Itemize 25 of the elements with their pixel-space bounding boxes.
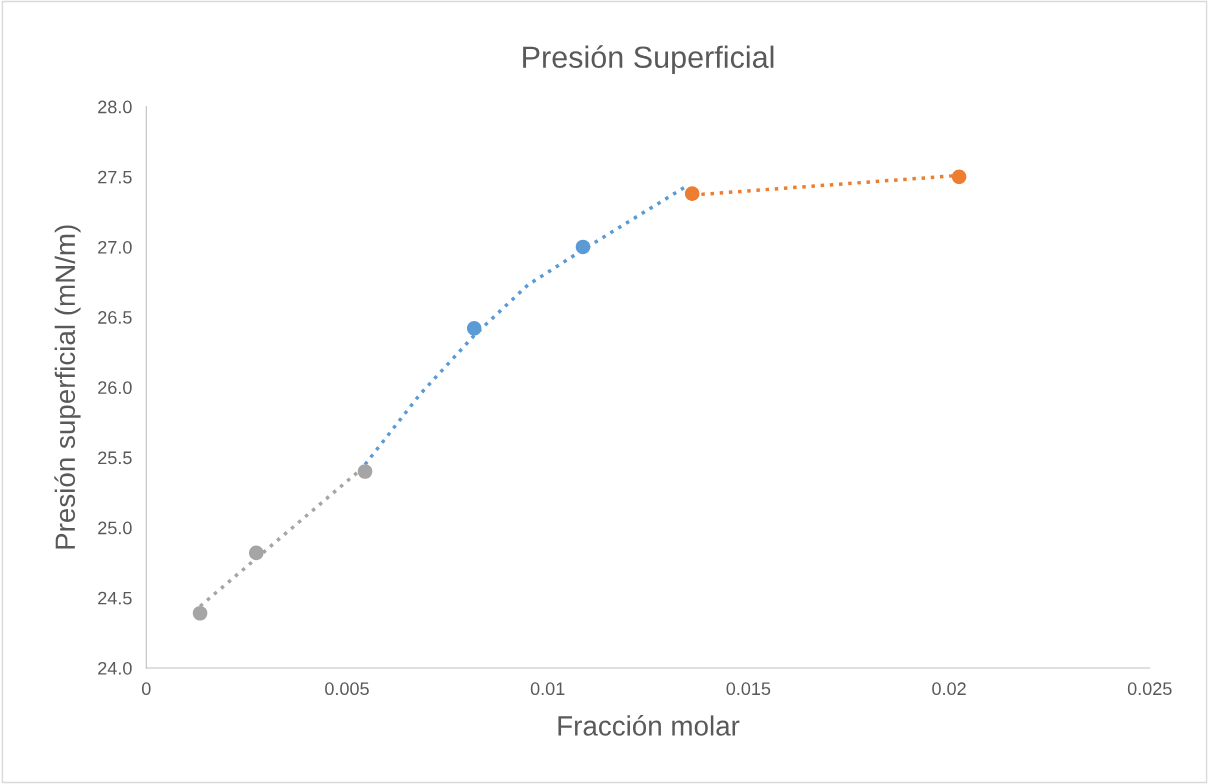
point [684, 186, 700, 201]
y-tick-label: 24.0 [98, 661, 132, 675]
y-tick-label: 25.5 [98, 451, 132, 465]
x-tick-label: 0.015 [726, 682, 771, 696]
x-tick-label: 0.025 [1127, 682, 1172, 696]
y-tick-label: 27.5 [98, 170, 132, 184]
y-tick-label: 26.0 [98, 381, 132, 395]
point [357, 464, 373, 479]
point [466, 321, 482, 336]
y-axis-title: Presión superficial (mN/m) [54, 225, 81, 549]
x-axis-title: Fracción molar [558, 715, 740, 736]
y-tick-label: 28.0 [98, 100, 132, 114]
y-tick-label: 25.0 [98, 521, 132, 535]
x-tick-label: 0.005 [325, 682, 369, 696]
chart-title: Presión Superficial [523, 45, 774, 75]
y-tick-label: 26.5 [98, 311, 132, 324]
y-tick-label: 27.0 [98, 240, 132, 254]
x-tick-label: 0.01 [530, 682, 565, 696]
x-tick-label: 0.02 [932, 682, 966, 696]
y-tick-label: 24.5 [98, 591, 132, 605]
point [951, 169, 967, 185]
x-tick-label: 0 [141, 682, 151, 696]
point [575, 239, 591, 255]
point [248, 545, 264, 561]
point [192, 605, 208, 621]
